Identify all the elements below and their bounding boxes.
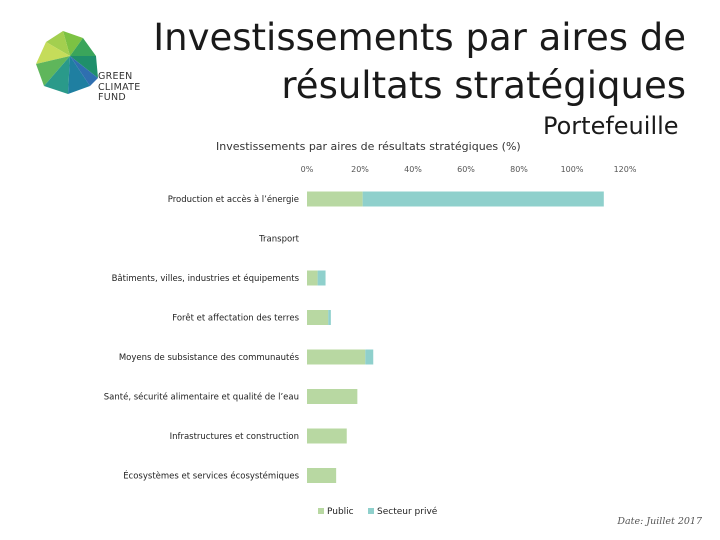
category-label: Moyens de subsistance des communautés xyxy=(119,352,300,363)
category-label: Bâtiments, villes, industries et équipem… xyxy=(112,273,300,284)
bar-private xyxy=(328,310,331,325)
title-line-2: résultats stratégiques xyxy=(281,64,686,107)
category-label: Forêt et affectation des terres xyxy=(172,313,299,324)
x-tick-label: 60% xyxy=(457,165,475,174)
x-tick-label: 100% xyxy=(561,165,584,174)
bar-private xyxy=(365,349,374,365)
green-climate-fund-logo xyxy=(36,31,98,94)
logo-line: CLIMATE xyxy=(98,81,141,93)
legend-label-private: Secteur privé xyxy=(377,506,438,517)
bar-public xyxy=(307,310,329,325)
logo-line: GREEN xyxy=(98,71,133,82)
page-title: Investissements par aires de résultats s… xyxy=(153,14,686,110)
legend-label-public: Public xyxy=(327,507,354,517)
chart-title: Investissements par aires de résultats s… xyxy=(216,140,521,153)
date-label: Date: Juillet 2017 xyxy=(617,516,702,527)
bar-private xyxy=(317,270,326,286)
x-tick-label: 40% xyxy=(404,165,422,174)
page-subtitle: Portefeuille xyxy=(543,112,679,140)
logo-text: GREEN CLIMATE FUND xyxy=(98,71,141,104)
category-label: Écosystèmes et services écosystémiques xyxy=(123,470,299,482)
category-label: Infrastructures et construction xyxy=(170,432,299,442)
bar-private xyxy=(362,191,604,207)
bar-public xyxy=(307,389,358,404)
logo-line: FUND xyxy=(98,92,127,103)
bar-public xyxy=(307,349,366,365)
category-label: Santé, sécurité alimentaire et qualité d… xyxy=(104,392,299,403)
x-tick-label: 120% xyxy=(614,165,637,174)
bar-public xyxy=(307,191,363,207)
x-tick-label: 20% xyxy=(351,165,369,174)
x-tick-label: 80% xyxy=(510,165,528,174)
title-line-1: Investissements par aires de xyxy=(153,16,686,59)
bar-public xyxy=(307,270,318,286)
category-label: Production et accès à l’énergie xyxy=(168,194,299,205)
legend-swatch-public xyxy=(318,508,324,514)
bar-public xyxy=(307,468,337,483)
legend-swatch-private xyxy=(368,508,374,514)
x-tick-label: 0% xyxy=(301,165,314,174)
category-label: Transport xyxy=(258,235,300,245)
bar-public xyxy=(307,428,347,444)
